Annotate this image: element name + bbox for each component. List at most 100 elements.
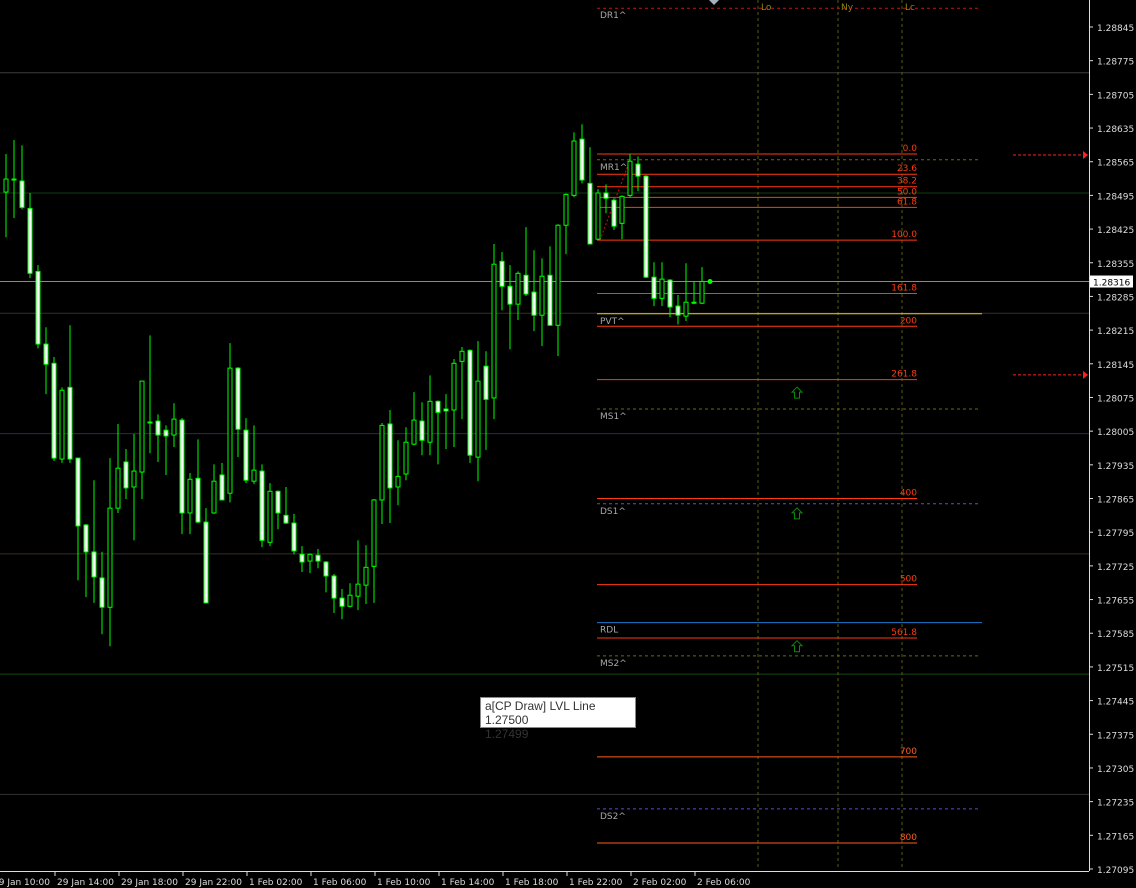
fib-level-label: 800 bbox=[900, 833, 917, 843]
fib-level-label: 261.8 bbox=[891, 370, 917, 380]
candle-bear bbox=[419, 420, 425, 441]
candle-bear bbox=[483, 365, 489, 400]
price-tick-label: 1.28635 bbox=[1097, 125, 1134, 135]
price-tick-label: 1.27585 bbox=[1097, 630, 1134, 640]
candle-bear bbox=[147, 421, 153, 424]
candle-bull bbox=[683, 301, 689, 317]
session-lines: Lo Ny Lc bbox=[757, 0, 915, 870]
fib-level-label: 500 bbox=[900, 575, 917, 585]
pivot-lines: DR1^ MR1^ PVT^ MS1^ DS1^ RDL MS2^ DS2^ bbox=[597, 7, 982, 822]
candle-bull bbox=[3, 178, 9, 193]
candle-bull bbox=[627, 160, 633, 196]
fib-level-label: 200 bbox=[900, 316, 917, 326]
candle-bull bbox=[491, 263, 497, 399]
candle-bull bbox=[267, 490, 273, 543]
candle-bull bbox=[347, 594, 353, 607]
candle-bear bbox=[259, 470, 265, 541]
candle-bear bbox=[523, 274, 529, 295]
candle-bear bbox=[99, 577, 105, 608]
candle-bear bbox=[163, 429, 169, 437]
candle-bear bbox=[315, 554, 321, 562]
price-tick-label: 1.28075 bbox=[1097, 394, 1134, 404]
candle-bull bbox=[595, 192, 601, 240]
price-tick-label: 1.27235 bbox=[1097, 799, 1134, 809]
object-tooltip: a[CP Draw] LVL Line 1.27500 1.27499 bbox=[480, 697, 636, 741]
fibonacci-levels[interactable]: 0.0 23.6 38.250.061.8 100.0 161.8 200 261.8 400… bbox=[597, 144, 917, 844]
candle-bull bbox=[107, 507, 113, 608]
candle-bear bbox=[579, 138, 585, 181]
candle-bear bbox=[667, 279, 673, 308]
fib-level-label: 561.8 bbox=[891, 628, 917, 638]
price-tick-label: 1.28775 bbox=[1097, 58, 1134, 68]
candle-bear bbox=[611, 199, 617, 227]
candle-bear bbox=[331, 575, 337, 599]
candle-bull bbox=[571, 140, 577, 196]
arrow-right-icon bbox=[1083, 370, 1088, 379]
price-tick-label: 1.28285 bbox=[1097, 293, 1134, 303]
fib-level-label: 38.2 bbox=[897, 177, 917, 187]
candle-bull bbox=[475, 380, 481, 458]
pivot-label: DR1^ bbox=[600, 11, 626, 21]
candle-bear bbox=[299, 553, 305, 563]
price-tick-label: 1.27725 bbox=[1097, 563, 1134, 573]
candle-bull bbox=[187, 478, 193, 514]
price-tick-label: 1.27655 bbox=[1097, 597, 1134, 607]
candle-bear bbox=[323, 561, 329, 577]
price-tick-label: 1.28005 bbox=[1097, 428, 1134, 438]
candle-bear bbox=[123, 461, 129, 489]
candle-bear bbox=[387, 423, 393, 489]
candle-bull bbox=[139, 380, 145, 473]
time-tick-label: 1 Feb 02:00 bbox=[249, 878, 303, 888]
candle-bull bbox=[307, 553, 313, 562]
candle-bull bbox=[227, 367, 233, 494]
candle-bear bbox=[531, 291, 537, 316]
price-tick-label: 1.27795 bbox=[1097, 529, 1134, 539]
candle-bull bbox=[211, 480, 217, 514]
candle-bear bbox=[507, 285, 513, 305]
candle-bear bbox=[75, 457, 81, 527]
level-lines bbox=[0, 72, 1089, 795]
candle-bear bbox=[179, 419, 185, 514]
candle-bear bbox=[435, 400, 441, 413]
candle-bull bbox=[403, 441, 409, 475]
candle-bear bbox=[547, 274, 553, 326]
candle-bear bbox=[283, 514, 289, 524]
candle-bear bbox=[675, 305, 681, 316]
tooltip-value: 1.27499 bbox=[485, 727, 529, 741]
pivot-label: DS1^ bbox=[600, 507, 626, 517]
session-label: Ny bbox=[841, 3, 854, 13]
candle-bull bbox=[427, 400, 433, 443]
markers bbox=[707, 0, 1088, 653]
fib-level-label: 400 bbox=[900, 489, 917, 499]
candle-bear bbox=[203, 521, 209, 604]
candle-bear bbox=[219, 474, 225, 501]
price-tick-label: 1.27165 bbox=[1097, 832, 1134, 842]
candle-bear bbox=[35, 270, 41, 345]
candle-bear bbox=[635, 163, 641, 177]
candles bbox=[3, 124, 705, 647]
candle-bear bbox=[91, 551, 97, 578]
candle-bull bbox=[363, 566, 369, 586]
price-tick-label: 1.27445 bbox=[1097, 698, 1134, 708]
candle-bear bbox=[587, 182, 593, 245]
candle-bear bbox=[651, 276, 657, 299]
pivot-label: MS1^ bbox=[600, 412, 627, 422]
triangle-down-icon bbox=[709, 0, 719, 5]
candle-bull bbox=[395, 475, 401, 488]
price-tick-label: 1.27375 bbox=[1097, 731, 1134, 741]
price-tick-label: 1.28565 bbox=[1097, 159, 1134, 169]
candle-bear bbox=[83, 524, 89, 553]
candle-bull bbox=[459, 350, 465, 362]
candle-bull bbox=[355, 583, 361, 597]
candle-bear bbox=[235, 367, 241, 430]
price-tick-label: 1.27935 bbox=[1097, 462, 1134, 472]
fib-level-label: 50.0 bbox=[897, 187, 917, 197]
fib-level-label: 161.8 bbox=[891, 284, 917, 294]
time-tick-label: 29 Jan 22:00 bbox=[185, 878, 242, 888]
fib-level-label: 700 bbox=[900, 747, 917, 757]
current-price-box bbox=[1090, 275, 1133, 288]
candle-bull bbox=[555, 224, 561, 326]
time-tick-label: 29 Jan 14:00 bbox=[57, 878, 114, 888]
arrow-up-icon bbox=[790, 386, 804, 399]
